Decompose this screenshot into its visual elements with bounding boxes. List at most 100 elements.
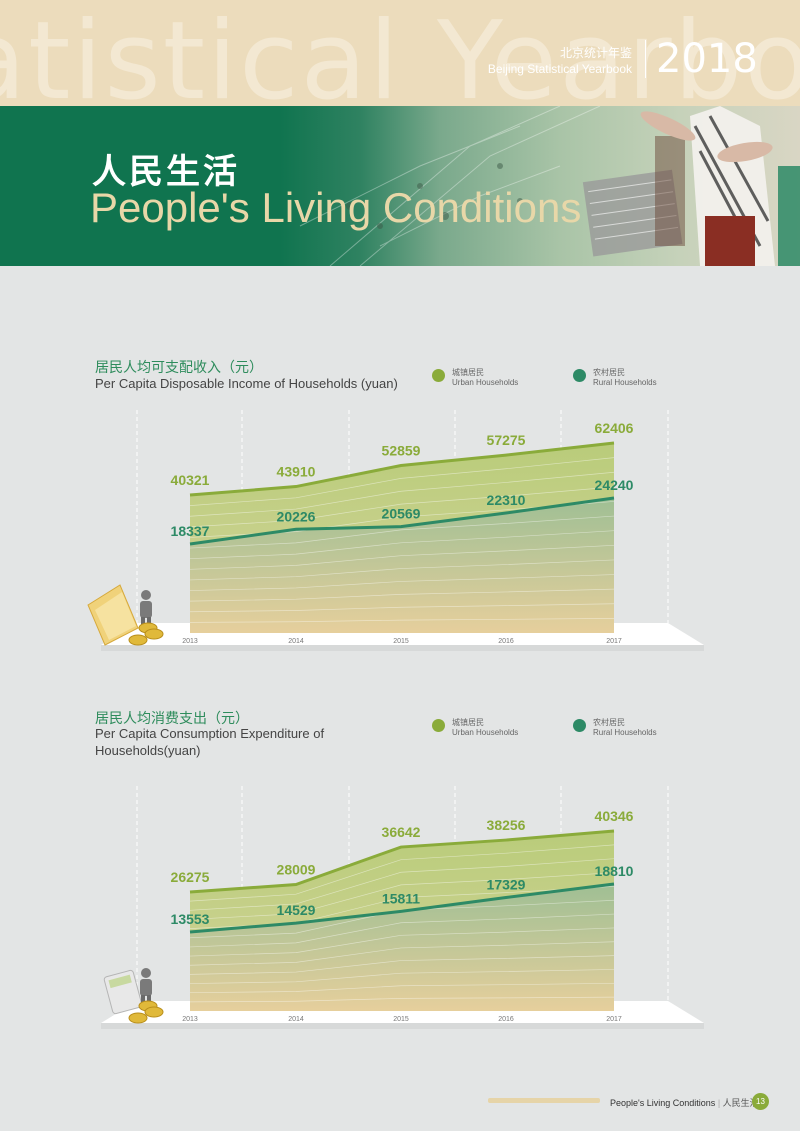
person-head xyxy=(141,968,151,978)
area-stripe xyxy=(189,618,615,623)
yearbook-year: 2018 xyxy=(656,36,758,82)
urban-data-label: 40346 xyxy=(595,808,634,824)
page-number: 13 xyxy=(752,1093,769,1110)
area-stripe xyxy=(189,941,615,966)
rural-data-label: 20569 xyxy=(382,506,421,522)
chart2-title-en: Per Capita Consumption Expenditure of Ho… xyxy=(95,726,325,758)
rural-data-label: 13553 xyxy=(171,911,210,927)
calculator-screen xyxy=(108,974,132,989)
section-title-cn: 人民生活 xyxy=(92,153,240,191)
urban-data-label: 26275 xyxy=(171,869,210,885)
area-stripe xyxy=(189,515,615,549)
urban-legend-cn: 城镇居民 xyxy=(452,368,484,377)
urban-data-label: 52859 xyxy=(382,442,421,458)
calculator-coins-person-icon xyxy=(103,968,164,1024)
urban-legend-dot xyxy=(432,369,445,382)
area-stripe xyxy=(189,872,615,920)
urban-data-label: 57275 xyxy=(487,432,526,448)
coin-shape xyxy=(144,628,164,640)
x-tick-label: 2015 xyxy=(393,1016,409,1023)
area-stripe xyxy=(189,457,615,506)
footer-rule xyxy=(488,1098,600,1103)
area-stripe xyxy=(189,574,615,591)
chart1-title-cn: 居民人均可支配收入（元） xyxy=(95,359,263,375)
area-stripe xyxy=(189,588,615,602)
area-stripe xyxy=(189,913,615,948)
rural-area xyxy=(190,498,614,633)
x-tick-label: 2014 xyxy=(288,1016,304,1023)
chart-floor-edge xyxy=(101,645,704,651)
x-tick-label: 2014 xyxy=(288,638,304,645)
rural-line xyxy=(189,496,615,546)
rural-data-label: 22310 xyxy=(487,492,526,508)
area-stripe xyxy=(189,858,615,911)
urban-data-label: 28009 xyxy=(277,861,316,877)
urban-data-label: 62406 xyxy=(595,420,634,436)
area-stripe xyxy=(189,530,615,560)
rural-data-label: 18337 xyxy=(171,523,210,539)
area-stripe xyxy=(189,471,615,517)
rural-legend-cn: 农村居民 xyxy=(593,718,625,727)
area-stripe xyxy=(189,982,615,994)
rural-legend-en: Rural Households xyxy=(593,728,657,737)
header-band: atistical Yearbook 北京统计年鉴 Beijing Statis… xyxy=(0,0,800,106)
x-tick-label: 2017 xyxy=(606,638,622,645)
area-stripe xyxy=(189,844,615,902)
x-tick-label: 2016 xyxy=(498,1016,514,1023)
x-tick-label: 2013 xyxy=(182,1016,198,1023)
rural-legend-en: Rural Households xyxy=(593,378,657,387)
chart-floor-edge xyxy=(101,1023,704,1029)
chart2-title-cn: 居民人均消费支出（元） xyxy=(95,710,249,726)
urban-data-label: 43910 xyxy=(277,464,316,480)
area-stripe xyxy=(189,955,615,975)
rural-line xyxy=(189,882,615,934)
area-stripe xyxy=(189,996,615,1003)
rural-legend-dot xyxy=(573,369,586,382)
chart1-title-en: Per Capita Disposable Income of Househol… xyxy=(95,376,398,391)
urban-legend-cn: 城镇居民 xyxy=(452,718,484,727)
rural-data-label: 20226 xyxy=(277,508,316,524)
header-divider xyxy=(645,40,646,78)
rural-data-label: 17329 xyxy=(487,877,526,893)
document-shape xyxy=(95,592,136,640)
area-stripe xyxy=(189,927,615,957)
person-body xyxy=(140,979,152,996)
x-tick-label: 2015 xyxy=(393,638,409,645)
urban-data-label: 38256 xyxy=(487,817,526,833)
person-body xyxy=(140,601,152,618)
footer-label-cn: 人民生活 xyxy=(722,1098,759,1108)
area-stripe xyxy=(189,603,615,613)
yearbook-title-cn: 北京统计年鉴 xyxy=(559,46,632,60)
urban-legend-en: Urban Households xyxy=(452,728,519,737)
footer-label: People's Living Conditions | 人民生活 xyxy=(610,1098,759,1108)
urban-data-label: 40321 xyxy=(171,472,210,488)
area-stripe xyxy=(189,969,615,984)
x-tick-label: 2017 xyxy=(606,1016,622,1023)
rural-data-label: 14529 xyxy=(277,902,316,918)
documents-coins-person-icon xyxy=(87,584,164,646)
rural-legend-dot xyxy=(573,719,586,732)
yearbook-title-en: Beijing Statistical Yearbook xyxy=(487,62,632,76)
footer-label-en: People's Living Conditions xyxy=(610,1098,716,1108)
person-head xyxy=(141,590,151,600)
rural-area xyxy=(190,884,614,1011)
section-title-en: People's Living Conditions xyxy=(90,184,582,231)
area-stripe xyxy=(189,544,615,570)
section-banner: 人民生活 People's Living Conditions xyxy=(0,106,800,266)
x-tick-label: 2016 xyxy=(498,638,514,645)
urban-legend-dot xyxy=(432,719,445,732)
coin-shape xyxy=(128,1012,148,1024)
coin-shape xyxy=(144,1006,164,1018)
urban-line xyxy=(189,829,615,894)
x-tick-label: 2013 xyxy=(182,638,198,645)
urban-line xyxy=(189,441,615,497)
rural-data-label: 15811 xyxy=(382,890,420,906)
urban-legend-en: Urban Households xyxy=(452,378,519,387)
header-watermark: atistical Yearbook xyxy=(0,0,800,107)
rural-data-label: 18810 xyxy=(595,863,634,879)
area-stripe xyxy=(189,486,615,528)
coin-shape xyxy=(128,634,148,646)
area-stripe xyxy=(189,559,615,581)
